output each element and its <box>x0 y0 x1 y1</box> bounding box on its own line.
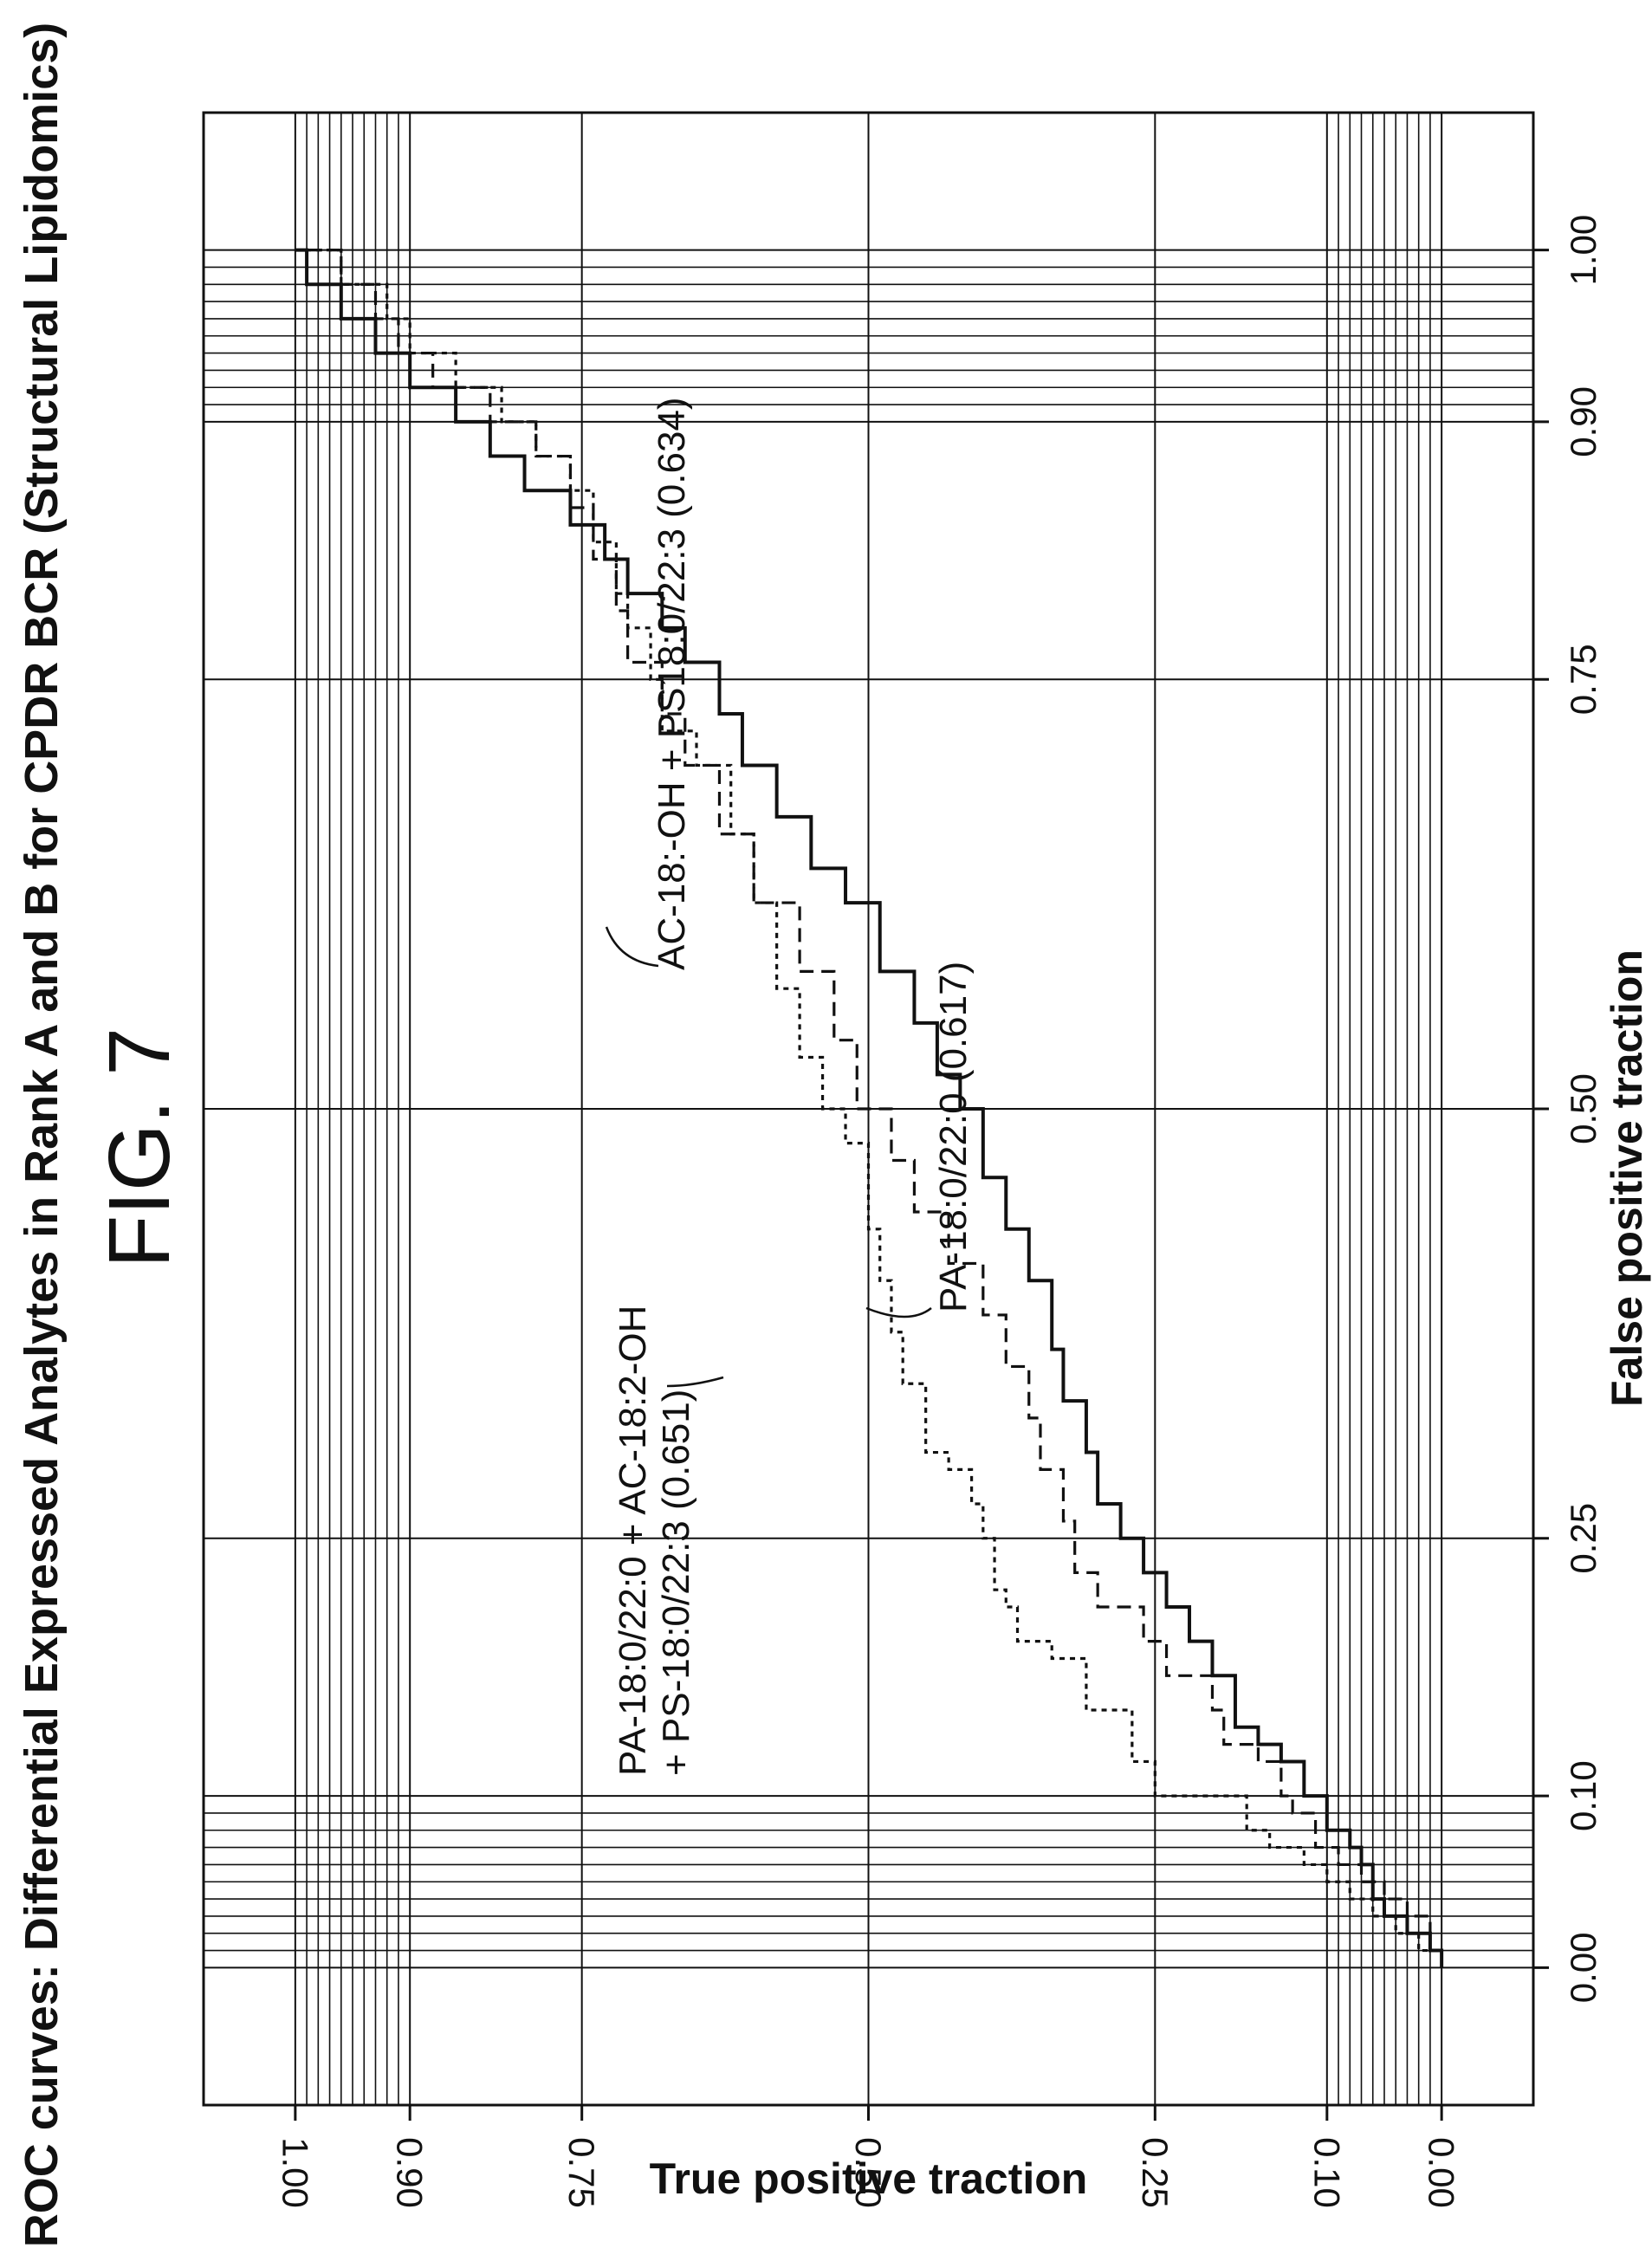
x-tick-label: 0.50 <box>1563 1073 1603 1144</box>
y-tick-label: 0.90 <box>390 2137 431 2208</box>
y-axis-label: True positive traction <box>650 2154 1088 2203</box>
x-tick-labels: 0.00 0.10 0.25 0.50 0.75 0.90 1.00 <box>1533 215 1603 2004</box>
annotation-combined: PA-18:0/22:0 + AC-18:2-OH + PS-18:0/22:3… <box>612 1305 724 1776</box>
x-tick-label: 0.25 <box>1563 1503 1603 1574</box>
annotation-pa-text: PA-18:0/22:0 (0.617) <box>932 962 975 1312</box>
annotation-ac-text: AC-18:-OH + PS18:0/22:3 (0.634) <box>651 397 693 970</box>
y-tick-label: 0.50 <box>848 2137 889 2208</box>
chart-title: ROC curves: Differential Expressed Analy… <box>16 23 68 2248</box>
x-tick-label: 0.10 <box>1563 1760 1603 1831</box>
annotation-combined-line2: + PS-18:0/22:3 (0.651) <box>655 1390 697 1776</box>
annotation-pa: PA-18:0/22:0 (0.617) <box>865 962 975 1318</box>
annotation-ac: AC-18:-OH + PS18:0/22:3 (0.634) <box>605 397 693 970</box>
x-tick-label: 0.75 <box>1563 644 1603 715</box>
roc-curve-dashed <box>295 249 1443 1968</box>
y-tick-label: 0.75 <box>561 2137 602 2208</box>
annotation-ac-leader <box>605 926 659 968</box>
roc-curves <box>295 248 1444 1968</box>
roc-curve-dotted <box>295 249 1443 1968</box>
plot-area <box>202 111 1535 2107</box>
y-tick-label: 0.10 <box>1306 2137 1347 2208</box>
x-tick-label: 0.90 <box>1563 386 1603 457</box>
y-tick-label: 0.00 <box>1422 2137 1462 2208</box>
y-tick-labels: 0.00 0.10 0.25 0.50 0.75 0.90 1.00 True positiv… <box>275 2105 1462 2208</box>
figure-label: FIG. 7 <box>91 1027 188 1268</box>
annotation-combined-leader <box>666 1376 724 1388</box>
x-axis-label: False positive traction <box>1603 949 1651 1407</box>
x-tick-label: 0.00 <box>1563 1933 1603 2004</box>
annotation-combined-line1: PA-18:0/22:0 + AC-18:2-OH <box>612 1305 654 1776</box>
annotation-pa-leader <box>865 1306 932 1318</box>
y-tick-label: 0.25 <box>1135 2137 1176 2208</box>
x-tick-label: 1.00 <box>1563 215 1603 286</box>
y-tick-label: 1.00 <box>275 2137 315 2208</box>
